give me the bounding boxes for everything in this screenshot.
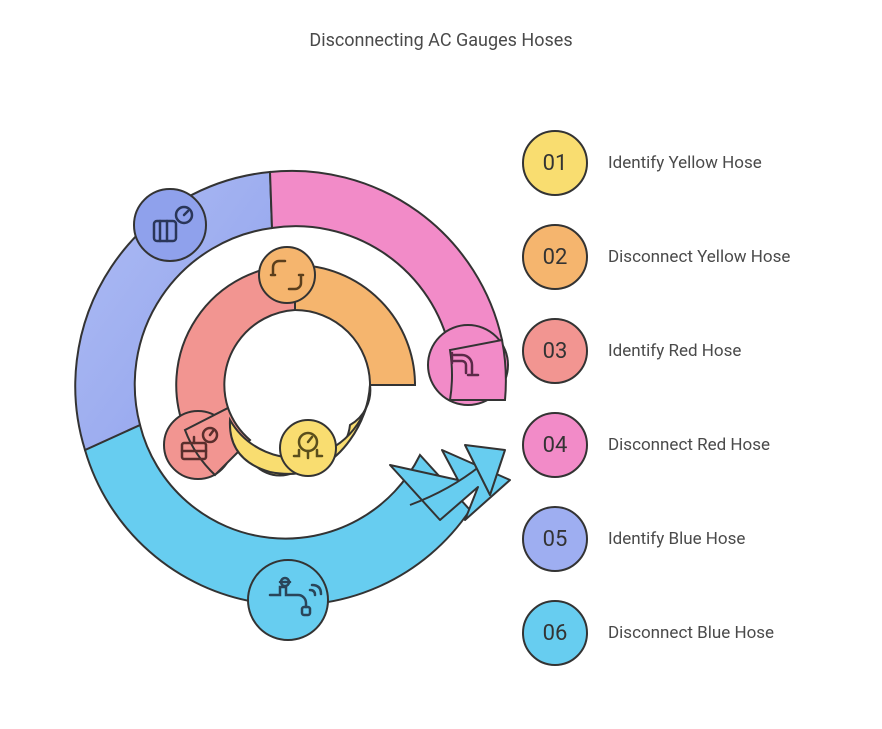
legend-badge-05: 05 xyxy=(522,506,588,572)
page-title: Disconnecting AC Gauges Hoses xyxy=(0,30,882,51)
legend-label-05: Identify Blue Hose xyxy=(608,528,745,550)
legend-item-01: 01 Identify Yellow Hose xyxy=(522,130,822,196)
legend-item-02: 02 Disconnect Yellow Hose xyxy=(522,224,822,290)
legend-item-03: 03 Identify Red Hose xyxy=(522,318,822,384)
legend-label-02: Disconnect Yellow Hose xyxy=(608,246,790,268)
legend-item-05: 05 Identify Blue Hose xyxy=(522,506,822,572)
segment-06-node xyxy=(248,560,328,640)
spiral-diagram xyxy=(50,110,520,670)
legend-label-03: Identify Red Hose xyxy=(608,340,741,362)
legend: 01 Identify Yellow Hose 02 Disconnect Ye… xyxy=(522,130,822,694)
legend-badge-02: 02 xyxy=(522,224,588,290)
legend-badge-03: 03 xyxy=(522,318,588,384)
legend-badge-01: 01 xyxy=(522,130,588,196)
legend-label-01: Identify Yellow Hose xyxy=(608,152,762,174)
segment-02-node xyxy=(259,247,315,303)
legend-label-04: Disconnect Red Hose xyxy=(608,434,770,456)
legend-badge-04: 04 xyxy=(522,412,588,478)
segment-05-node xyxy=(134,189,206,261)
legend-label-06: Disconnect Blue Hose xyxy=(608,622,774,644)
legend-badge-06: 06 xyxy=(522,600,588,666)
segment-01-node xyxy=(280,420,336,476)
legend-item-06: 06 Disconnect Blue Hose xyxy=(522,600,822,666)
legend-item-04: 04 Disconnect Red Hose xyxy=(522,412,822,478)
